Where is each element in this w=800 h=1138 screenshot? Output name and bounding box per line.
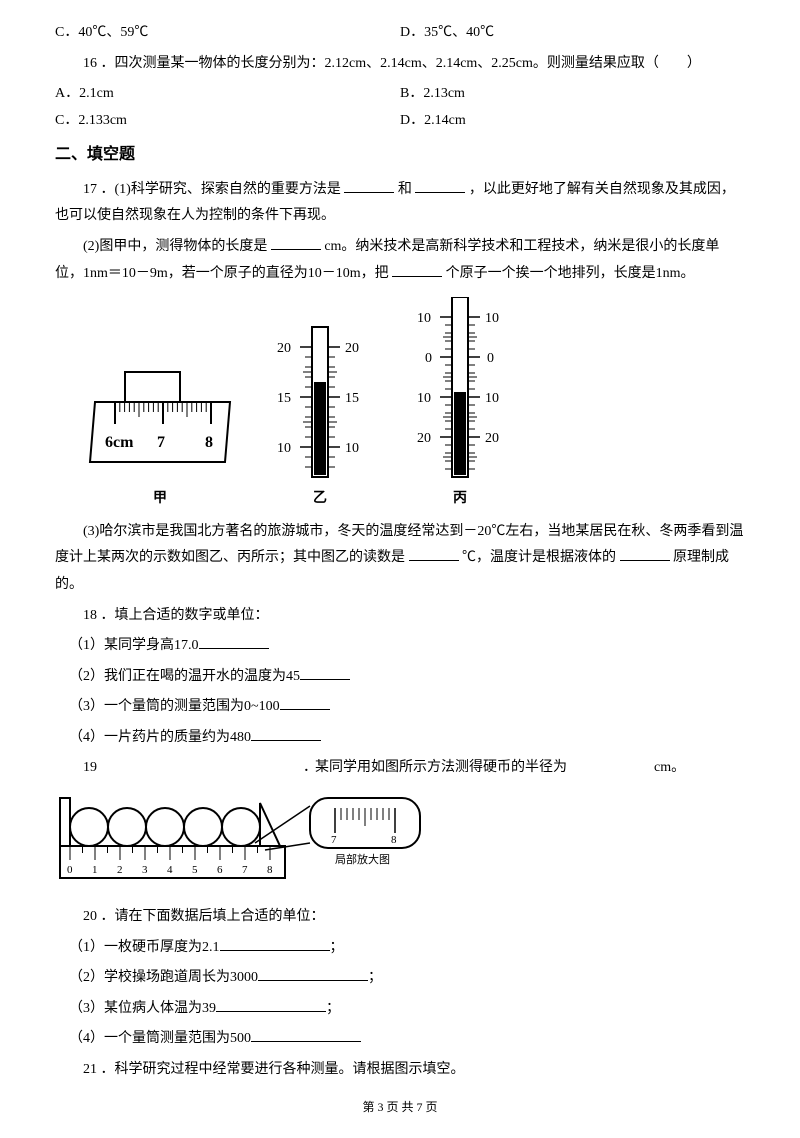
svg-text:10: 10 xyxy=(417,391,431,406)
fig-jiaa: 6cm 7 8 甲 xyxy=(85,362,235,513)
q18-stem: 18 ．填上合适的数字或单位： xyxy=(55,603,745,630)
ruler-6cm: 6cm xyxy=(105,434,134,451)
q17-p2a: (2)图甲中，测得物体的长度是 xyxy=(83,239,267,254)
blank xyxy=(344,177,394,192)
svg-text:4: 4 xyxy=(167,864,173,876)
q17-p2c: 个原子一个挨一个地排列，长度是1nm。 xyxy=(446,266,695,281)
blank xyxy=(300,664,350,679)
blank xyxy=(258,966,368,981)
svg-text:10: 10 xyxy=(277,441,291,456)
blank xyxy=(415,177,465,192)
blank xyxy=(271,235,321,250)
svg-text:20: 20 xyxy=(277,341,291,356)
svg-text:0: 0 xyxy=(425,351,432,366)
q19-mid: 某同学用如图所示方法测得硬币的半径为 xyxy=(315,760,567,775)
blank xyxy=(199,634,269,649)
blank xyxy=(251,1027,361,1042)
svg-text:20: 20 xyxy=(485,431,499,446)
option-c: C．40℃、59℃ xyxy=(55,20,400,47)
q18-3: （3）一个量筒的测量范围为0~100 xyxy=(69,694,745,721)
svg-text:1: 1 xyxy=(92,864,98,876)
q20-3: （3）某位病人体温为39； xyxy=(69,996,745,1023)
q20-4: （4）一个量筒测量范围为500 xyxy=(69,1026,745,1053)
svg-text:8: 8 xyxy=(267,864,273,876)
svg-text:10: 10 xyxy=(345,441,359,456)
q17-p1: 17 ．(1)科学研究、探索自然的重要方法是 和 ，以此更好地了解有关自然现象及… xyxy=(55,177,745,230)
q16-stem: 16 ．四次测量某一物体的长度分别为：2.12cm、2.14cm、2.14cm、… xyxy=(55,51,745,78)
ruler-7: 7 xyxy=(157,434,165,451)
blank xyxy=(392,261,442,276)
q17-p3b: ℃，温度计是根据液体的 xyxy=(462,550,616,565)
q19-figure: 0 1 2 3 4 5 6 7 8 xyxy=(55,788,745,898)
svg-text:0: 0 xyxy=(487,351,494,366)
blank xyxy=(409,546,459,561)
svg-text:局部放大图: 局部放大图 xyxy=(335,852,390,866)
q16-a: A．2.1cm xyxy=(55,81,400,108)
q18-1: （1）某同学身高17.0 xyxy=(69,633,745,660)
cap-yi: 乙 xyxy=(265,486,375,513)
blank xyxy=(620,546,670,561)
svg-text:7: 7 xyxy=(242,864,248,876)
q17-p3: (3)哈尔滨市是我国北方著名的旅游城市，冬天的温度经常达到－20℃左右，当地某居… xyxy=(55,519,745,599)
q16-row1: A．2.1cm B．2.13cm xyxy=(55,81,745,108)
q19-tail: cm。 xyxy=(654,760,685,775)
svg-text:15: 15 xyxy=(277,391,291,406)
cap-bing: 丙 xyxy=(405,486,515,513)
q20-2: （2）学校操场跑道周长为3000； xyxy=(69,965,745,992)
option-d: D．35℃、40℃ xyxy=(400,20,745,47)
svg-text:2: 2 xyxy=(117,864,123,876)
q16-c: C．2.133cm xyxy=(55,108,400,135)
svg-text:10: 10 xyxy=(485,311,499,326)
q20-1: （1）一枚硬币厚度为2.1； xyxy=(69,935,745,962)
coins-ruler-svg: 0 1 2 3 4 5 6 7 8 xyxy=(55,788,435,898)
q18-4: （4）一片药片的质量约为480 xyxy=(69,725,745,752)
q19-num: 19 xyxy=(83,760,97,775)
q16-row2: C．2.133cm D．2.14cm xyxy=(55,108,745,135)
thermo-c-svg: 10 10 0 0 10 10 20 20 xyxy=(405,297,515,482)
q17-p1a: 17 ．(1)科学研究、探索自然的重要方法是 xyxy=(83,182,341,197)
q20-stem: 20 ．请在下面数据后填上合适的单位： xyxy=(55,904,745,931)
cap-jia: 甲 xyxy=(85,486,235,513)
blank xyxy=(251,726,321,741)
section-fill: 二、填空题 xyxy=(55,140,745,170)
fig-bing: 10 10 0 0 10 10 20 20 丙 xyxy=(405,297,515,513)
svg-text:15: 15 xyxy=(345,391,359,406)
svg-text:5: 5 xyxy=(192,864,198,876)
q17-p1b: 和 xyxy=(398,182,412,197)
page-footer: 第 3 页 共 7 页 xyxy=(55,1096,745,1119)
svg-text:10: 10 xyxy=(485,391,499,406)
q16-b: B．2.13cm xyxy=(400,81,745,108)
svg-text:0: 0 xyxy=(67,864,73,876)
q16-d: D．2.14cm xyxy=(400,108,745,135)
svg-text:10: 10 xyxy=(417,311,431,326)
thermo-b-svg: 20 20 15 15 10 10 xyxy=(265,322,375,482)
q17-p2: (2)图甲中，测得物体的长度是 cm。纳米技术是高新科学技术和工程技术，纳米是很… xyxy=(55,234,745,287)
figure-row: 6cm 7 8 甲 xyxy=(85,297,745,513)
blank xyxy=(280,695,330,710)
blank xyxy=(220,935,330,950)
ruler-8: 8 xyxy=(205,434,213,451)
svg-text:8: 8 xyxy=(391,834,397,846)
q21: 21 ．科学研究过程中经常要进行各种测量。请根据图示填空。 xyxy=(55,1057,745,1084)
svg-text:7: 7 xyxy=(331,834,337,846)
svg-text:20: 20 xyxy=(417,431,431,446)
fig-yi: 20 20 15 15 10 10 乙 xyxy=(265,322,375,513)
svg-text:6: 6 xyxy=(217,864,223,876)
q19: 19 ． 某同学用如图所示方法测得硬币的半径为 cm。 xyxy=(55,755,745,782)
svg-text:20: 20 xyxy=(345,341,359,356)
blank xyxy=(216,996,326,1011)
svg-text:3: 3 xyxy=(142,864,148,876)
q18-2: （2）我们正在喝的温开水的温度为45 xyxy=(69,664,745,691)
options-row-cd: C．40℃、59℃ D．35℃、40℃ xyxy=(55,20,745,47)
ruler-svg: 6cm 7 8 xyxy=(85,362,235,482)
